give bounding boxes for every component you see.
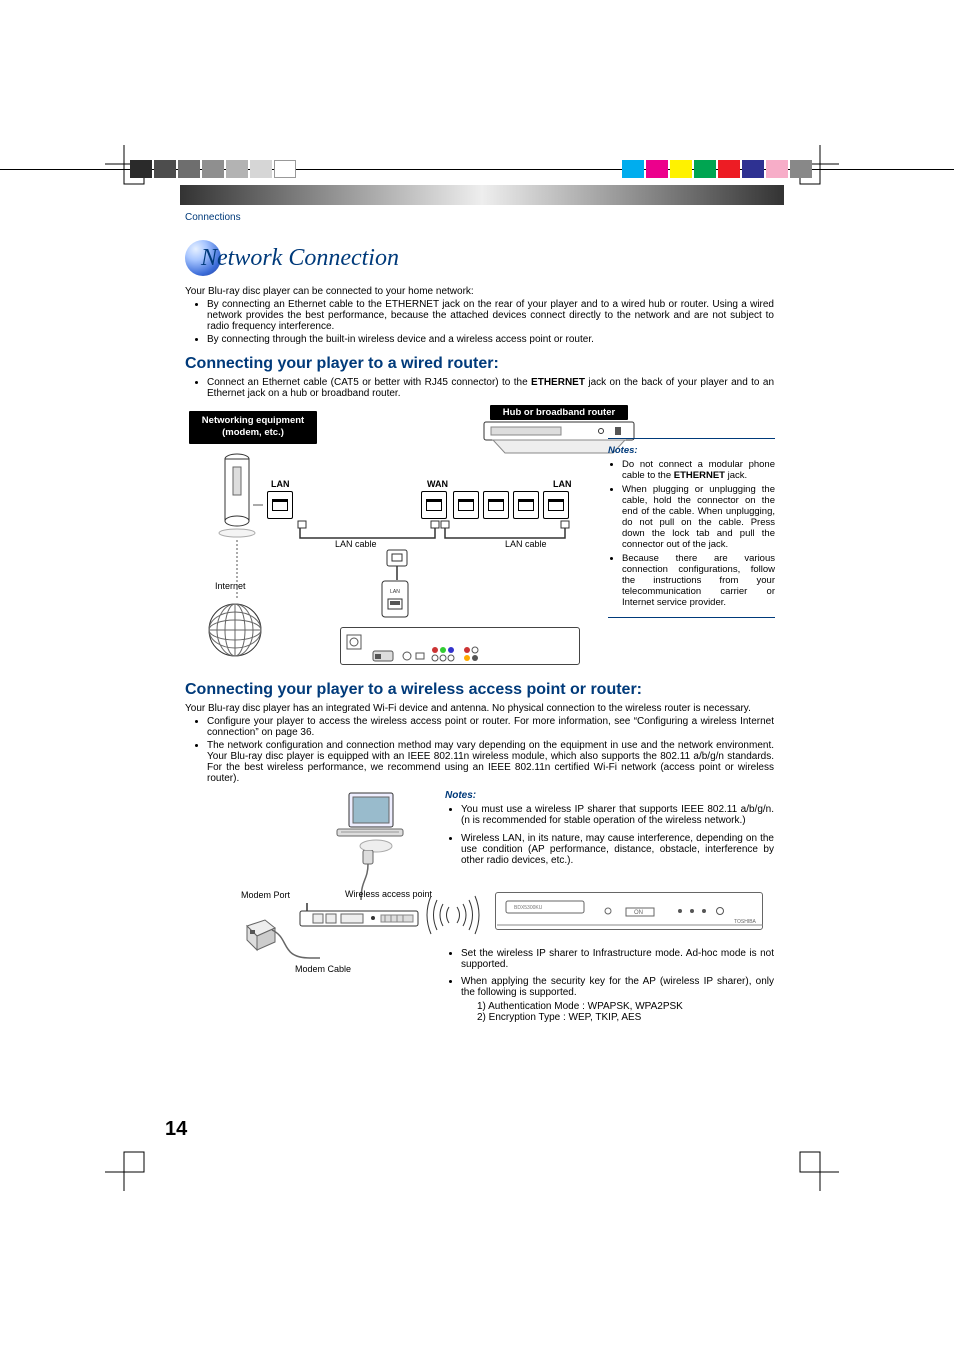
- gradient-band: [180, 185, 784, 205]
- svg-text:LAN: LAN: [390, 589, 400, 595]
- wireless-diagram: Modem Port Wireless access point: [185, 790, 774, 1050]
- gray-swatch: [202, 160, 224, 178]
- player-front-icon: BDX5300KU ON TOSHIBA: [495, 892, 763, 930]
- label-lan-router: LAN: [553, 479, 572, 489]
- title-wrap: Network Connection: [185, 240, 774, 276]
- wired-note-item: When plugging or unplugging the cable, h…: [622, 484, 775, 550]
- svg-text:BDX5300KU: BDX5300KU: [514, 905, 543, 911]
- intro-bullets: By connecting an Ethernet cable to the E…: [185, 299, 774, 345]
- gray-swatch: [250, 160, 272, 178]
- label-lan-modem: LAN: [271, 479, 290, 489]
- wireless-bullets: Configure your player to access the wire…: [185, 716, 774, 784]
- wireless-note1-2: Wireless LAN, in its nature, may cause i…: [461, 833, 774, 866]
- gray-swatch: [274, 160, 296, 178]
- wired-note-item: Because there are various connection con…: [622, 553, 775, 608]
- wireless-heading: Connecting your player to a wireless acc…: [185, 681, 774, 699]
- wireless-sub-2: 2) Encryption Type : WEP, TKIP, AES: [477, 1012, 774, 1023]
- color-swatch: [670, 160, 692, 178]
- page-title: Network Connection: [201, 245, 399, 272]
- color-swatch: [790, 160, 812, 178]
- svg-text:ON: ON: [634, 910, 643, 916]
- port-router-lan-group: [453, 491, 569, 519]
- modem-port-label: Modem Port: [241, 890, 290, 900]
- wireless-note1-1: You must use a wireless IP sharer that s…: [461, 804, 774, 826]
- lan-cable-label-2: LAN cable: [505, 539, 547, 549]
- page-number: 14: [165, 1118, 187, 1141]
- color-swatch: [622, 160, 644, 178]
- wireless-note2-2: When applying the security key for the A…: [461, 976, 774, 1023]
- wired-step-prefix: Connect an Ethernet cable (CAT5 or bette…: [207, 377, 531, 388]
- wired-step: Connect an Ethernet cable (CAT5 or bette…: [185, 377, 774, 399]
- wap-icon: [299, 903, 419, 928]
- port-router-wan: [421, 491, 447, 519]
- wireless-notes-title: Notes:: [445, 790, 774, 801]
- svg-text:TOSHIBA: TOSHIBA: [734, 919, 757, 925]
- breadcrumb: Connections: [185, 212, 241, 223]
- wireless-waves-icon: [423, 890, 483, 940]
- gray-swatch: [154, 160, 176, 178]
- crop-mark-bl: [105, 1151, 145, 1191]
- intro-bullet-2: By connecting through the built-in wirel…: [207, 334, 774, 345]
- color-swatch: [742, 160, 764, 178]
- player-lan-port: LAN: [380, 579, 410, 619]
- wireless-bullet-2: The network configuration and connection…: [207, 740, 774, 784]
- wired-diagram: Networking equipment (modem, etc.) Hub o…: [185, 405, 775, 665]
- port-modem-lan: [267, 491, 293, 519]
- notes-title: Notes:: [608, 445, 775, 456]
- wired-step-text: Connect an Ethernet cable (CAT5 or bette…: [207, 377, 774, 399]
- wireless-lead: Your Blu-ray disc player has an integrat…: [185, 703, 774, 714]
- wireless-sub-1: 1) Authentication Mode : WPAPSK, WPA2PSK: [477, 1001, 774, 1012]
- color-bars: [0, 160, 954, 178]
- internet-label: Internet: [215, 581, 246, 591]
- player-rear-icon: [340, 627, 580, 665]
- globe-icon: [205, 600, 265, 660]
- color-swatch: [646, 160, 668, 178]
- wired-ethernet-word: ETHERNET: [531, 377, 585, 388]
- wireless-note2-1: Set the wireless IP sharer to Infrastruc…: [461, 948, 774, 970]
- modem-cable-label: Modem Cable: [295, 964, 351, 974]
- gray-swatch: [226, 160, 248, 178]
- lan-cable-label-1: LAN cable: [335, 539, 377, 549]
- label-wan: WAN: [427, 479, 448, 489]
- wireless-notes-2: Set the wireless IP sharer to Infrastruc…: [445, 948, 774, 1029]
- color-swatch: [718, 160, 740, 178]
- wap-label: Wireless access point: [345, 889, 432, 899]
- wireless-notes-1: Notes: You must use a wireless IP sharer…: [445, 790, 774, 873]
- crop-mark-br: [799, 1151, 839, 1191]
- wireless-bullet-1: Configure your player to access the wire…: [207, 716, 774, 738]
- intro-bullet-1: By connecting an Ethernet cable to the E…: [207, 299, 774, 332]
- intro-lead: Your Blu-ray disc player can be connecte…: [185, 286, 774, 297]
- color-swatch: [694, 160, 716, 178]
- color-swatch: [766, 160, 788, 178]
- gray-swatch: [130, 160, 152, 178]
- wired-note-item: Do not connect a modular phone cable to …: [622, 459, 775, 481]
- gray-swatch: [178, 160, 200, 178]
- wired-notes: Notes: Do not connect a modular phone ca…: [608, 438, 775, 618]
- wired-heading: Connecting your player to a wired router…: [185, 355, 774, 373]
- computer-icon: [335, 792, 405, 857]
